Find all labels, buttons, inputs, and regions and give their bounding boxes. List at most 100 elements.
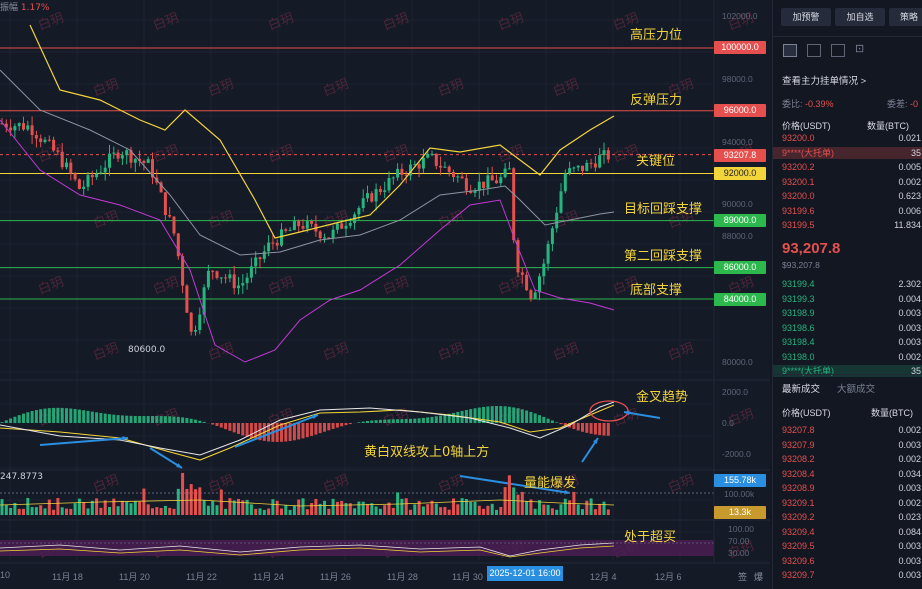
- strategy-button[interactable]: 策略: [889, 8, 922, 26]
- annotation-golden-cross: 金叉趋势: [636, 390, 689, 405]
- low-price-label: 80600.0: [128, 345, 166, 355]
- add-watchlist-button[interactable]: 加自选: [835, 8, 885, 26]
- volume-bar: [228, 498, 232, 515]
- trade-row[interactable]: 93209.6 0.003: [773, 555, 922, 567]
- macd-bar: [464, 410, 468, 423]
- trade-row[interactable]: 93209.4 0.084: [773, 526, 922, 538]
- candle-body: [525, 274, 529, 291]
- ask-row[interactable]: 93200.0 0.021: [773, 132, 922, 144]
- layout-bids-icon[interactable]: [831, 44, 845, 57]
- ask-row[interactable]: 93200.0 0.623: [773, 190, 922, 202]
- trade-price: 93208.2: [782, 454, 815, 464]
- volume-bar: [576, 504, 580, 515]
- candle-body: [331, 229, 335, 239]
- volume-bar: [439, 507, 443, 515]
- trade-row[interactable]: 93209.1 0.002: [773, 497, 922, 509]
- macd-bar: [194, 419, 197, 423]
- candle-body: [366, 193, 369, 199]
- ask-row[interactable]: 93200.2 0.005: [773, 161, 922, 173]
- candle-body: [176, 233, 180, 257]
- volume-bar: [288, 509, 292, 515]
- trade-row[interactable]: 93208.9 0.003: [773, 482, 922, 494]
- candle-body: [606, 150, 610, 160]
- price-tag-96000: 96000.0: [714, 104, 766, 117]
- trade-row[interactable]: 93207.9 0.003: [773, 439, 922, 451]
- tab-large-trades[interactable]: 大额成交: [837, 384, 876, 395]
- chart-area[interactable]: 白玥 白玥 白玥 白玥 白玥 白玥 白玥 白玥 白玥 白玥 白玥 白玥 白玥 白玥 白玥 白玥 白玥 白玥 白玥 白玥…: [0, 0, 770, 589]
- volume-tag-high: 155.78k: [714, 474, 766, 487]
- candle-body: [559, 191, 563, 213]
- volume-tag-low: 13.3k: [714, 506, 766, 519]
- tab-latest-trades[interactable]: 最新成交: [782, 384, 821, 395]
- macd-bar: [82, 410, 86, 423]
- macd-bar: [413, 418, 417, 423]
- volume-bar: [310, 503, 314, 515]
- main-orders-link[interactable]: 查看主力挂单情况 >: [782, 73, 866, 87]
- candle-body: [585, 162, 589, 172]
- macd-bar: [146, 416, 150, 423]
- trade-row[interactable]: 93209.2 0.023: [773, 511, 922, 523]
- trade-row[interactable]: 93208.2 0.002: [773, 453, 922, 465]
- trade-row[interactable]: 93209.7 0.003: [773, 569, 922, 581]
- trade-row[interactable]: 93208.4 0.034: [773, 468, 922, 480]
- bid-row[interactable]: 93198.6 0.003: [773, 322, 922, 334]
- watermark-text: 白玥: [496, 274, 526, 298]
- macd-bar: [86, 410, 90, 423]
- sign-icon[interactable]: 签: [738, 572, 748, 582]
- bid-row[interactable]: 9****(大托单) 35: [773, 365, 922, 377]
- bid-row[interactable]: 93199.3 0.004: [773, 293, 922, 305]
- macd-bar: [426, 417, 430, 423]
- ask-row[interactable]: 9****(大托单) 35: [773, 146, 922, 159]
- trade-row[interactable]: 93207.8 0.002: [773, 424, 922, 436]
- candle-body: [185, 285, 189, 313]
- candle-body: [486, 175, 490, 188]
- trade-price: 93207.9: [782, 439, 815, 450]
- candle-body: [378, 189, 382, 193]
- macd-bar: [228, 423, 232, 431]
- ask-row[interactable]: 93200.1 0.002: [773, 176, 922, 188]
- settings-icon[interactable]: ⊡: [855, 43, 865, 55]
- macd-bar: [310, 423, 314, 436]
- macd-bar: [202, 421, 206, 423]
- candle-body: [211, 270, 215, 272]
- candle-body: [245, 277, 249, 284]
- volume-bar: [181, 472, 185, 515]
- watermark-text: 白玥: [206, 340, 236, 364]
- bid-row[interactable]: 93198.0 0.002: [773, 351, 922, 363]
- macd-bar: [95, 412, 99, 423]
- ask-row[interactable]: 93199.6 0.006: [773, 205, 922, 217]
- ask-row[interactable]: 93199.5 11.834: [773, 219, 922, 231]
- bid-price: 93198.0: [782, 351, 815, 362]
- volume-bar: [4, 505, 8, 515]
- ask-price: 93200.1: [782, 176, 815, 187]
- bid-row[interactable]: 93198.4 0.003: [773, 336, 922, 348]
- annotation-key-level: 关键位: [636, 154, 676, 169]
- volume-bar: [555, 509, 559, 515]
- volume-bar: [206, 505, 210, 515]
- candle-body: [434, 153, 438, 166]
- candle-body: [65, 162, 68, 168]
- bid-row[interactable]: 93199.4 2.302: [773, 278, 922, 290]
- candle-body: [589, 162, 593, 164]
- candle-body: [241, 283, 245, 286]
- bid-row[interactable]: 93198.9 0.003: [773, 307, 922, 319]
- candle-body: [47, 139, 51, 141]
- add-alert-button[interactable]: 加预警: [781, 8, 831, 26]
- volume-bar: [602, 501, 606, 515]
- price-axis-label: 98000.0: [722, 74, 753, 84]
- candle-body: [262, 251, 266, 260]
- candle-body: [503, 168, 507, 178]
- macd-bar: [593, 423, 597, 435]
- volume-bar: [77, 498, 81, 515]
- macd-bar: [155, 415, 159, 423]
- trade-row[interactable]: 93209.5 0.003: [773, 540, 922, 552]
- liquidation-icon[interactable]: 爆: [754, 572, 764, 582]
- candle-body: [576, 165, 580, 168]
- volume-bar: [17, 508, 21, 515]
- layout-asks-icon[interactable]: [807, 44, 821, 57]
- commission-ratio-label: 委比: [782, 99, 801, 109]
- layout-both-icon[interactable]: [783, 44, 797, 57]
- volume-bar: [73, 503, 77, 515]
- watermark-text: 白玥: [151, 142, 181, 166]
